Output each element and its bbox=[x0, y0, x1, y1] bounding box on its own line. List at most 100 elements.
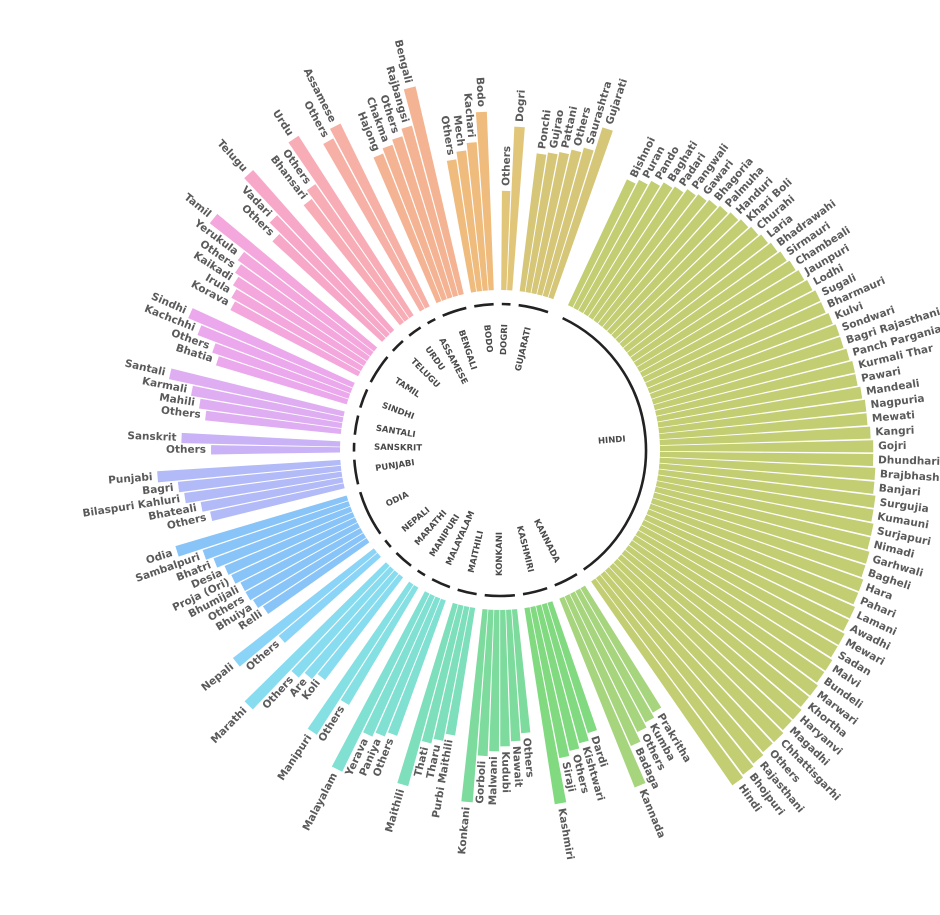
bar-kannada-1 bbox=[575, 588, 655, 723]
group-label: GUJARATI bbox=[514, 326, 534, 372]
bar-odia-1 bbox=[253, 533, 367, 609]
bar-label: Nepali bbox=[199, 661, 236, 694]
group-arc-malayalam bbox=[431, 578, 451, 589]
bar-label: Others bbox=[166, 444, 206, 456]
bar-hindi-28 bbox=[659, 413, 868, 440]
bar-odia-6 bbox=[213, 506, 353, 568]
group-arc-telugu bbox=[391, 339, 404, 352]
bar-marathi-1 bbox=[304, 570, 399, 680]
bar-hindi-32 bbox=[659, 457, 876, 481]
group-arc-santali bbox=[353, 415, 360, 435]
bar-sindhi-0 bbox=[215, 356, 349, 405]
group-arc-urdu bbox=[408, 326, 422, 337]
bar-label: Marathi bbox=[209, 705, 250, 746]
group-arc-gujarati bbox=[518, 303, 549, 314]
bar-label: Malayalam bbox=[300, 771, 340, 833]
group-label: MAITHILI bbox=[467, 530, 486, 574]
bar-hindi-43 bbox=[641, 520, 849, 632]
group-arc-tamil bbox=[369, 356, 389, 383]
bar-odia-2 bbox=[245, 528, 363, 601]
bar-label: Kudubi bbox=[499, 751, 512, 793]
group-label: SANTALI bbox=[375, 424, 416, 441]
bar-hindi-27 bbox=[658, 399, 867, 434]
bar-tamil-0 bbox=[230, 301, 361, 377]
bar-tamil-4 bbox=[237, 251, 374, 357]
bar-gujarati-3 bbox=[537, 149, 582, 296]
bar-hindi-0 bbox=[567, 179, 636, 308]
bar-maithili-2 bbox=[421, 604, 464, 744]
bar-sanskrit-0 bbox=[211, 445, 341, 455]
group-arc-bengali bbox=[442, 306, 467, 317]
bar-label: Urdu bbox=[270, 108, 296, 139]
bar-hindi-17 bbox=[639, 280, 813, 378]
bar-dogri-1 bbox=[507, 126, 525, 291]
bar-bengali-2 bbox=[392, 136, 453, 299]
bar-kannada-4 bbox=[559, 596, 646, 788]
bar-hindi-7 bbox=[602, 199, 718, 331]
group-label: KONKANI bbox=[495, 532, 505, 576]
bar-maithili-0 bbox=[445, 607, 476, 736]
bar-hindi-33 bbox=[658, 463, 875, 494]
bar-label: Dogri bbox=[514, 89, 528, 122]
bar-maithili-3 bbox=[397, 602, 458, 787]
bar-odia-5 bbox=[224, 512, 355, 575]
bar-hindi-49 bbox=[621, 549, 810, 707]
group-arc-odia bbox=[358, 491, 382, 535]
bar-hindi-47 bbox=[628, 540, 825, 683]
bar-tamil-3 bbox=[235, 264, 370, 362]
bar-hindi-5 bbox=[593, 189, 696, 324]
bar-santali-1 bbox=[199, 398, 343, 429]
group-label: KANNADA bbox=[531, 518, 562, 565]
bar-label: Telugu bbox=[215, 138, 250, 175]
bar-gujarati-2 bbox=[531, 152, 570, 295]
bar-label: Sanskrit bbox=[127, 430, 177, 444]
bar-sindhi-3 bbox=[188, 308, 355, 388]
bar-hindi-24 bbox=[655, 361, 855, 416]
bar-maithili-1 bbox=[433, 605, 470, 741]
bar-hindi-55 bbox=[595, 574, 754, 775]
bar-label: Punjabi bbox=[108, 471, 153, 486]
bar-hindi-4 bbox=[588, 186, 684, 320]
bar-hindi-51 bbox=[613, 558, 792, 731]
bar-hindi-31 bbox=[659, 451, 874, 467]
bar-label: Kashmiri bbox=[555, 807, 576, 861]
bar-kannada-0 bbox=[580, 585, 662, 713]
bar-label: Gorboli bbox=[474, 760, 488, 804]
bar-hindi-3 bbox=[583, 182, 673, 317]
bar-label: Bagri bbox=[142, 482, 175, 498]
group-labels-layer: HINDIKANNADAKASHMIRIKONKANIMAITHILIMALAY… bbox=[374, 324, 626, 576]
bar-hindi-2 bbox=[578, 180, 661, 314]
bar-marathi-2 bbox=[291, 566, 395, 678]
bar-hindi-23 bbox=[653, 348, 850, 411]
bar-hindi-50 bbox=[617, 554, 802, 720]
bar-hindi-54 bbox=[600, 571, 764, 764]
bar-label: Others bbox=[500, 146, 513, 186]
bar-label: Kachari bbox=[461, 92, 477, 138]
bar-kannada-3 bbox=[564, 594, 641, 747]
bar-hindi-26 bbox=[657, 386, 863, 428]
bar-odia-8 bbox=[175, 495, 349, 557]
bar-hindi-8 bbox=[607, 205, 728, 335]
bar-malayalam-1 bbox=[375, 596, 441, 737]
bar-hindi-42 bbox=[644, 514, 856, 619]
group-arc-konkani bbox=[484, 593, 516, 598]
bar-nepali-0 bbox=[278, 552, 381, 643]
bar-tamil-1 bbox=[231, 289, 364, 372]
bar-malayalam-0 bbox=[387, 598, 446, 736]
group-label: HINDI bbox=[598, 434, 626, 446]
bar-label: Tamil bbox=[182, 191, 214, 220]
group-label: TAMIL bbox=[392, 376, 422, 401]
bar-konkani-0 bbox=[511, 609, 531, 734]
bar-kannada-2 bbox=[570, 591, 647, 733]
bar-odia-0 bbox=[262, 538, 370, 614]
group-arc-kashmiri bbox=[522, 586, 548, 596]
bar-santali-3 bbox=[168, 368, 345, 417]
bar-hindi-29 bbox=[659, 426, 871, 446]
group-label: PUNJABI bbox=[375, 458, 416, 474]
bar-bengali-3 bbox=[401, 125, 459, 298]
bar-hindi-12 bbox=[623, 234, 769, 353]
bar-bodo-0 bbox=[446, 159, 477, 293]
bar-hindi-34 bbox=[658, 469, 876, 508]
bar-label: Maithili bbox=[383, 788, 407, 834]
